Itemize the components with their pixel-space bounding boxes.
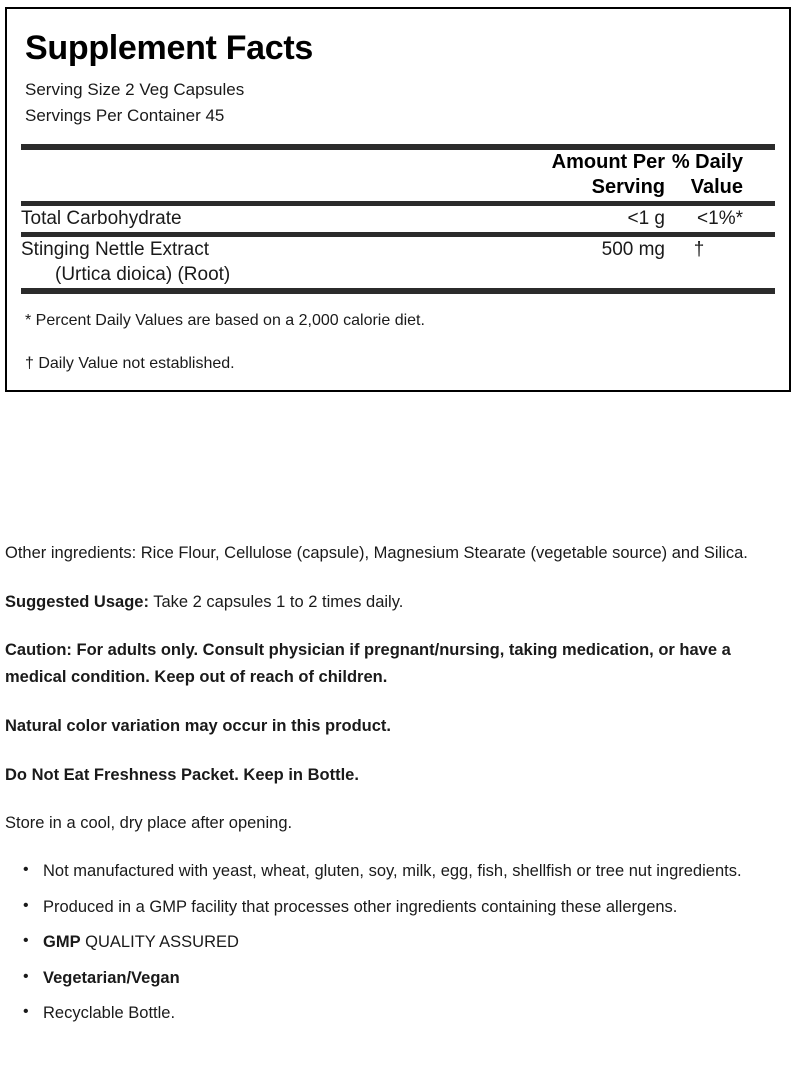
suggested-usage-text: Take 2 capsules 1 to 2 times daily. [148,592,404,611]
freshness-packet-paragraph: Do Not Eat Freshness Packet. Keep in Bot… [5,765,359,784]
rule-bottom [21,287,775,294]
list-item-bold-prefix: Vegetarian/Vegan [43,968,180,987]
rule-between-rows [21,231,775,237]
footnote-percent-daily-values: * Percent Daily Values are based on a 2,… [25,311,425,329]
supplement-facts-panel: Supplement Facts Serving Size 2 Veg Caps… [5,7,791,392]
list-item-text: QUALITY ASSURED [80,933,239,952]
table-row: Total Carbohydrate <1 g <1%* [21,206,775,232]
other-ingredients-paragraph: Other ingredients: Rice Flour, Cellulose… [5,544,748,562]
list-item-text: Recyclable Bottle. [43,1004,176,1023]
page-title: Supplement Facts [25,29,314,67]
serving-info: Serving Size 2 Veg Capsules Servings Per… [25,77,775,130]
footnote-daily-value-not-established: † Daily Value not established. [25,355,235,373]
servings-per-container: Servings Per Container 45 [25,106,225,126]
row-amount-stinging-nettle: 500 mg [601,238,665,260]
header-dv-line2: Value [690,176,743,199]
table-row: Stinging Nettle Extract (Urtica dioica) … [21,237,775,288]
row-label-botanical: (Urtica dioica) (Root) [55,264,231,286]
color-variation-paragraph: Natural color variation may occur in thi… [5,716,391,735]
row-label-main: Stinging Nettle Extract [21,238,209,260]
label-body-copy: Other ingredients: Rice Flour, Cellulose… [5,540,791,1037]
header-cell-nutrient [21,150,497,201]
row-amount-total-carbohydrate: <1 g [627,207,665,229]
list-item-text: Not manufactured with yeast, wheat, glut… [43,862,742,881]
list-item-bold-prefix: GMP [43,933,81,952]
header-dv-line1: % Daily [671,150,743,173]
caution-paragraph: Caution: For adults only. Consult physic… [5,641,731,687]
suggested-usage-paragraph: Suggested Usage: Take 2 capsules 1 to 2 … [5,589,791,616]
header-cell-percent-daily-value: % Daily Value [665,150,775,201]
claims-list: Not manufactured with yeast, wheat, glut… [5,858,791,1027]
row-dv-stinging-nettle: † [693,238,705,260]
row-label-stinging-nettle: Stinging Nettle Extract (Urtica dioica) … [21,237,497,288]
row-dv-total-carbohydrate: <1%* [697,207,743,229]
list-item: Vegetarian/Vegan [5,965,791,992]
serving-size: Serving Size 2 Veg Capsules [25,80,245,99]
list-item-text: Produced in a GMP facility that processe… [43,897,678,916]
rule-under-header [21,200,775,206]
header-amount-line2: Serving [591,176,665,199]
suggested-usage-label: Suggested Usage: [5,592,149,611]
nutrition-row-carbohydrate: Total Carbohydrate <1 g <1%* [21,206,775,232]
rule-top [21,143,775,150]
storage-paragraph: Store in a cool, dry place after opening… [5,814,293,833]
header-cell-amount-per-serving: Amount Per Serving [497,150,665,201]
row-label-total-carbohydrate: Total Carbohydrate [21,207,182,229]
nutrition-row-stinging-nettle: Stinging Nettle Extract (Urtica dioica) … [21,237,775,288]
list-item: GMP QUALITY ASSURED [5,929,791,956]
list-item: Produced in a GMP facility that processe… [5,894,791,921]
nutrition-table: Amount Per Serving % Daily Value [21,150,775,201]
list-item: Recyclable Bottle. [5,1000,791,1027]
table-header-row: Amount Per Serving % Daily Value [21,150,775,201]
list-item: Not manufactured with yeast, wheat, glut… [5,858,791,885]
header-amount-line1: Amount Per [551,150,665,173]
